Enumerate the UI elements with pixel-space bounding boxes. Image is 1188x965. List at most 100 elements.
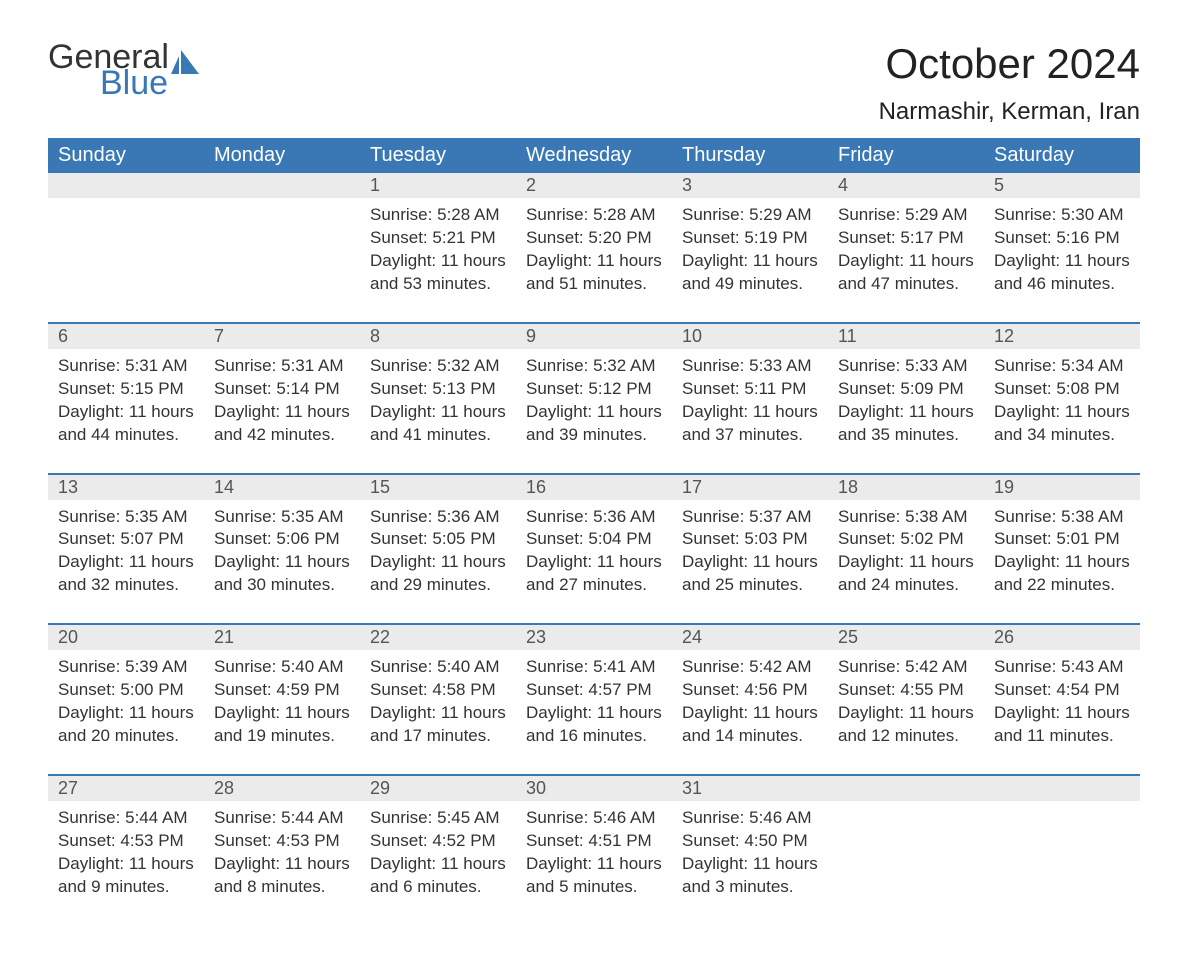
daylight-line: Daylight: 11 hours and 20 minutes. xyxy=(58,702,194,748)
daylight-label: Daylight: xyxy=(526,703,592,722)
calendar-cell: 26Sunrise: 5:43 AMSunset: 4:54 PMDayligh… xyxy=(984,624,1140,775)
daylight-label: Daylight: xyxy=(526,251,592,270)
sunset-value: 5:20 PM xyxy=(588,228,651,247)
daylight-label: Daylight: xyxy=(682,552,748,571)
sunset-label: Sunset: xyxy=(58,680,116,699)
day-content: Sunrise: 5:29 AMSunset: 5:17 PMDaylight:… xyxy=(828,198,984,322)
sunset-line: Sunset: 5:21 PM xyxy=(370,227,506,250)
daylight-label: Daylight: xyxy=(682,251,748,270)
day-content: Sunrise: 5:44 AMSunset: 4:53 PMDaylight:… xyxy=(48,801,204,925)
day-number: 11 xyxy=(828,324,984,349)
calendar-cell: 18Sunrise: 5:38 AMSunset: 5:02 PMDayligh… xyxy=(828,474,984,625)
sunrise-value: 5:32 AM xyxy=(437,356,499,375)
calendar-cell: 13Sunrise: 5:35 AMSunset: 5:07 PMDayligh… xyxy=(48,474,204,625)
sunrise-value: 5:31 AM xyxy=(125,356,187,375)
calendar-cell: 9Sunrise: 5:32 AMSunset: 5:12 PMDaylight… xyxy=(516,323,672,474)
sunrise-line: Sunrise: 5:33 AM xyxy=(682,355,818,378)
sunrise-value: 5:46 AM xyxy=(749,808,811,827)
sunrise-label: Sunrise: xyxy=(58,657,120,676)
sunset-label: Sunset: xyxy=(994,379,1052,398)
daylight-label: Daylight: xyxy=(58,703,124,722)
calendar-cell: 31Sunrise: 5:46 AMSunset: 4:50 PMDayligh… xyxy=(672,775,828,925)
daylight-line: Daylight: 11 hours and 47 minutes. xyxy=(838,250,974,296)
sunset-label: Sunset: xyxy=(838,680,896,699)
sunrise-line: Sunrise: 5:46 AM xyxy=(682,807,818,830)
calendar-cell: 22Sunrise: 5:40 AMSunset: 4:58 PMDayligh… xyxy=(360,624,516,775)
sunrise-line: Sunrise: 5:35 AM xyxy=(58,506,194,529)
day-number xyxy=(828,776,984,801)
daylight-line: Daylight: 11 hours and 12 minutes. xyxy=(838,702,974,748)
calendar-cell xyxy=(48,173,204,323)
calendar-week: 6Sunrise: 5:31 AMSunset: 5:15 PMDaylight… xyxy=(48,323,1140,474)
sunrise-value: 5:36 AM xyxy=(437,507,499,526)
daylight-label: Daylight: xyxy=(58,402,124,421)
daylight-line: Daylight: 11 hours and 37 minutes. xyxy=(682,401,818,447)
day-number: 8 xyxy=(360,324,516,349)
title-block: October 2024 Narmashir, Kerman, Iran xyxy=(879,40,1140,126)
calendar-cell: 10Sunrise: 5:33 AMSunset: 5:11 PMDayligh… xyxy=(672,323,828,474)
sunrise-label: Sunrise: xyxy=(994,205,1056,224)
sunrise-value: 5:40 AM xyxy=(281,657,343,676)
sunrise-label: Sunrise: xyxy=(214,507,276,526)
day-number xyxy=(204,173,360,198)
sunrise-line: Sunrise: 5:38 AM xyxy=(838,506,974,529)
calendar-cell: 6Sunrise: 5:31 AMSunset: 5:15 PMDaylight… xyxy=(48,323,204,474)
daylight-line: Daylight: 11 hours and 51 minutes. xyxy=(526,250,662,296)
sunset-line: Sunset: 5:09 PM xyxy=(838,378,974,401)
daylight-label: Daylight: xyxy=(58,854,124,873)
sunrise-value: 5:37 AM xyxy=(749,507,811,526)
sunrise-value: 5:31 AM xyxy=(281,356,343,375)
calendar-week: 13Sunrise: 5:35 AMSunset: 5:07 PMDayligh… xyxy=(48,474,1140,625)
sunrise-value: 5:44 AM xyxy=(281,808,343,827)
day-number: 4 xyxy=(828,173,984,198)
sunset-label: Sunset: xyxy=(214,529,272,548)
sunset-line: Sunset: 4:56 PM xyxy=(682,679,818,702)
day-content xyxy=(984,801,1140,911)
sunset-value: 5:19 PM xyxy=(744,228,807,247)
sunset-line: Sunset: 4:59 PM xyxy=(214,679,350,702)
sunrise-value: 5:39 AM xyxy=(125,657,187,676)
daylight-line: Daylight: 11 hours and 16 minutes. xyxy=(526,702,662,748)
calendar-cell: 23Sunrise: 5:41 AMSunset: 4:57 PMDayligh… xyxy=(516,624,672,775)
sunrise-value: 5:45 AM xyxy=(437,808,499,827)
daylight-line: Daylight: 11 hours and 35 minutes. xyxy=(838,401,974,447)
daylight-line: Daylight: 11 hours and 34 minutes. xyxy=(994,401,1130,447)
sunrise-label: Sunrise: xyxy=(370,808,432,827)
sunset-line: Sunset: 5:04 PM xyxy=(526,528,662,551)
sunset-label: Sunset: xyxy=(682,831,740,850)
sunrise-value: 5:40 AM xyxy=(437,657,499,676)
weekday-header: Tuesday xyxy=(360,138,516,173)
sunset-line: Sunset: 5:11 PM xyxy=(682,378,818,401)
sunset-value: 5:01 PM xyxy=(1056,529,1119,548)
sunrise-line: Sunrise: 5:44 AM xyxy=(214,807,350,830)
day-content: Sunrise: 5:42 AMSunset: 4:56 PMDaylight:… xyxy=(672,650,828,774)
sunrise-label: Sunrise: xyxy=(526,507,588,526)
sunrise-value: 5:30 AM xyxy=(1061,205,1123,224)
calendar-cell: 11Sunrise: 5:33 AMSunset: 5:09 PMDayligh… xyxy=(828,323,984,474)
sunrise-value: 5:35 AM xyxy=(125,507,187,526)
sunrise-line: Sunrise: 5:44 AM xyxy=(58,807,194,830)
sunset-label: Sunset: xyxy=(526,831,584,850)
sunrise-value: 5:46 AM xyxy=(593,808,655,827)
sunrise-value: 5:43 AM xyxy=(1061,657,1123,676)
sunset-line: Sunset: 5:06 PM xyxy=(214,528,350,551)
sunrise-line: Sunrise: 5:36 AM xyxy=(370,506,506,529)
sunrise-label: Sunrise: xyxy=(994,507,1056,526)
day-number: 17 xyxy=(672,475,828,500)
sunrise-label: Sunrise: xyxy=(682,356,744,375)
daylight-label: Daylight: xyxy=(214,402,280,421)
sunset-line: Sunset: 4:52 PM xyxy=(370,830,506,853)
sunrise-line: Sunrise: 5:42 AM xyxy=(838,656,974,679)
sunset-value: 5:02 PM xyxy=(900,529,963,548)
sunset-line: Sunset: 5:20 PM xyxy=(526,227,662,250)
sunrise-label: Sunrise: xyxy=(838,205,900,224)
daylight-label: Daylight: xyxy=(370,402,436,421)
day-content: Sunrise: 5:42 AMSunset: 4:55 PMDaylight:… xyxy=(828,650,984,774)
sunrise-label: Sunrise: xyxy=(838,507,900,526)
daylight-line: Daylight: 11 hours and 27 minutes. xyxy=(526,551,662,597)
sunrise-line: Sunrise: 5:38 AM xyxy=(994,506,1130,529)
day-content: Sunrise: 5:29 AMSunset: 5:19 PMDaylight:… xyxy=(672,198,828,322)
sunrise-label: Sunrise: xyxy=(370,507,432,526)
sunrise-value: 5:28 AM xyxy=(593,205,655,224)
day-number: 1 xyxy=(360,173,516,198)
